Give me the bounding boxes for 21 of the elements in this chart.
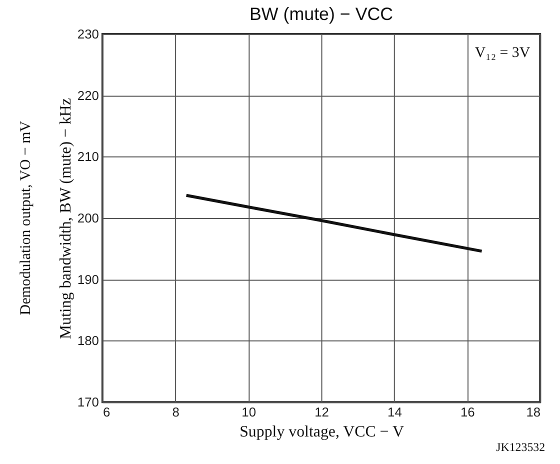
x-axis-title: Supply voltage, VCC − V xyxy=(240,423,404,440)
y-tick-label: 200 xyxy=(77,210,99,226)
y-axis-title: Muting bandwidth, BW (mute) − kHz xyxy=(57,98,74,340)
annotation: V₁₂ = 3V xyxy=(474,44,530,61)
y-tick-label: 220 xyxy=(77,88,99,103)
y-tick-label: 190 xyxy=(77,272,99,287)
y-tick-label: 210 xyxy=(77,149,99,164)
y-tick-label: 230 xyxy=(77,26,99,42)
line-series xyxy=(184,194,484,253)
text: JK123532 xyxy=(496,440,546,454)
chart-title: BW (mute) − VCC xyxy=(249,4,394,24)
x-tick-label: 6 xyxy=(102,404,110,420)
x-tick-label: 10 xyxy=(242,404,256,420)
x-tick-label: 8 xyxy=(172,404,180,420)
x-tick-label: 14 xyxy=(388,404,402,420)
x-tick-label: 16 xyxy=(460,404,475,420)
text: Demodulation output, VO − mV xyxy=(18,120,34,316)
y-tick-label: 180 xyxy=(77,333,99,348)
x-tick-label: 12 xyxy=(314,404,329,420)
x-tick-label: 18 xyxy=(526,404,541,420)
y-tick-label: 170 xyxy=(77,394,99,410)
